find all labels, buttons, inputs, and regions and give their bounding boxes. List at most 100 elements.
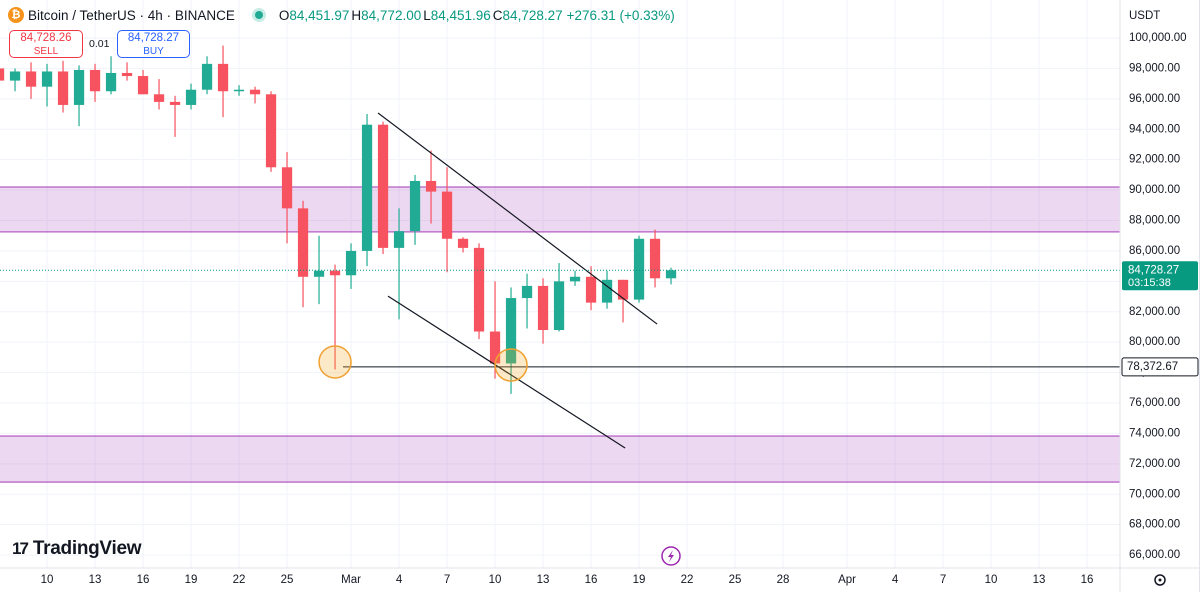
ohlc-key: C bbox=[492, 7, 503, 23]
candle-body bbox=[121, 72, 133, 77]
y-tick-label: 90,000.00 bbox=[1129, 184, 1180, 196]
candle-body bbox=[425, 180, 437, 192]
x-tick-label: 19 bbox=[185, 574, 198, 586]
candle-body bbox=[89, 69, 101, 92]
ohlc-value: 84,451.97 bbox=[289, 7, 350, 23]
buy-button[interactable]: 84,728.27 BUY bbox=[117, 30, 190, 58]
ohlc-key: L bbox=[423, 7, 431, 23]
x-tick-label: 10 bbox=[489, 574, 502, 586]
candle-body bbox=[409, 180, 421, 232]
candle-body bbox=[505, 298, 517, 364]
currency: USDT bbox=[1129, 10, 1160, 22]
x-tick-label: 16 bbox=[1081, 574, 1094, 586]
candle-body bbox=[0, 68, 5, 81]
candle-body bbox=[313, 270, 325, 277]
x-tick-label: 13 bbox=[89, 574, 102, 586]
x-tick-label: 10 bbox=[985, 574, 998, 586]
y-tick-label: 82,000.00 bbox=[1129, 306, 1180, 318]
change: +276.31 (+0.33%) bbox=[566, 7, 675, 23]
candle-body bbox=[377, 124, 389, 248]
x-tick-label: Mar bbox=[341, 574, 361, 586]
y-tick-label: 68,000.00 bbox=[1129, 519, 1180, 531]
buy-price: 84,728.27 bbox=[127, 32, 180, 44]
y-tick-label: 92,000.00 bbox=[1129, 154, 1180, 166]
candle-body bbox=[201, 63, 213, 90]
currency-button[interactable] bbox=[1124, 5, 1176, 27]
market-status bbox=[254, 11, 263, 19]
sell-price: 84,728.26 bbox=[20, 32, 72, 44]
candle-body bbox=[601, 279, 613, 303]
candle-body bbox=[185, 89, 197, 105]
price-axis bbox=[1120, 0, 1200, 592]
y-tick-label: 94,000.00 bbox=[1129, 123, 1180, 135]
candle-body bbox=[265, 94, 277, 168]
candle-body bbox=[169, 101, 181, 105]
level-label-box bbox=[1121, 357, 1199, 377]
symbol[interactable]: Bitcoin / TetherUS · 4h · BINANCE bbox=[28, 7, 235, 23]
zone bbox=[0, 187, 1120, 232]
candle-body bbox=[665, 270, 677, 279]
candle-body bbox=[489, 331, 501, 364]
level-label: 78,372.67 bbox=[1127, 361, 1178, 373]
settings-icon[interactable] bbox=[1154, 574, 1166, 586]
candle-body bbox=[473, 247, 485, 332]
x-tick-label: 16 bbox=[137, 574, 150, 586]
y-tick-label: 100,000.00 bbox=[1129, 32, 1187, 44]
y-tick-label: 80,000.00 bbox=[1129, 336, 1180, 348]
ohlc-value: 84,451.96 bbox=[430, 7, 491, 23]
brand-text: TradingView bbox=[32, 538, 142, 559]
candle-body bbox=[441, 191, 453, 239]
highlight-circle bbox=[494, 348, 528, 382]
x-tick-label: 7 bbox=[940, 574, 946, 586]
highlight-circle bbox=[318, 345, 352, 379]
candle-body bbox=[137, 76, 149, 95]
x-tick-label: 4 bbox=[396, 574, 403, 586]
x-tick-label: 22 bbox=[233, 574, 246, 586]
candle-body bbox=[457, 238, 469, 248]
coin-icon: ₿ bbox=[8, 7, 24, 23]
x-tick-label: 19 bbox=[633, 574, 646, 586]
ohlc-value: 84,728.27 bbox=[502, 7, 563, 23]
candle-body bbox=[249, 89, 261, 95]
candle-body bbox=[153, 94, 165, 102]
x-tick-label: 10 bbox=[41, 574, 54, 586]
y-tick-label: 96,000.00 bbox=[1129, 93, 1180, 105]
sell-label: SELL bbox=[33, 46, 59, 57]
x-tick-label: 22 bbox=[681, 574, 694, 586]
zone bbox=[0, 435, 1120, 483]
candle-body bbox=[281, 167, 293, 209]
y-tick-label: 66,000.00 bbox=[1129, 549, 1180, 561]
x-tick-label: 25 bbox=[729, 574, 742, 586]
x-tick-label: 16 bbox=[585, 574, 598, 586]
candle-body bbox=[57, 71, 69, 105]
y-tick-label: 88,000.00 bbox=[1129, 215, 1180, 227]
y-tick-label: 74,000.00 bbox=[1129, 427, 1180, 439]
candle-body bbox=[633, 238, 645, 300]
candle-body bbox=[297, 208, 309, 277]
header: ₿ Bitcoin / TetherUS · 4h · BINANCE O 84,… bbox=[8, 7, 675, 23]
y-tick-label: 76,000.00 bbox=[1129, 397, 1180, 409]
candle-body bbox=[41, 71, 53, 87]
y-tick-label: 72,000.00 bbox=[1129, 458, 1180, 470]
candle-body bbox=[569, 276, 581, 282]
spread: 0.01 bbox=[89, 38, 110, 50]
brand-logo[interactable]: 17 TradingView bbox=[12, 538, 142, 560]
candle-body bbox=[521, 285, 533, 299]
y-tick-label: 86,000.00 bbox=[1129, 245, 1180, 257]
candle-body bbox=[329, 270, 341, 276]
y-tick-label: 98,000.00 bbox=[1129, 62, 1180, 74]
settings-dot bbox=[1158, 578, 1162, 582]
trend-line bbox=[387, 295, 626, 449]
x-tick-label: 13 bbox=[537, 574, 550, 586]
last-price-box bbox=[1122, 261, 1198, 291]
y-tick-label: 70,000.00 bbox=[1129, 488, 1180, 500]
x-tick-label: 25 bbox=[281, 574, 294, 586]
candle-body bbox=[553, 281, 565, 331]
sell-button[interactable]: 84,728.26 SELL bbox=[9, 30, 83, 58]
candle-body bbox=[105, 72, 117, 92]
candle-body bbox=[617, 279, 629, 300]
candle-body bbox=[361, 124, 373, 251]
candle-body bbox=[649, 238, 661, 279]
